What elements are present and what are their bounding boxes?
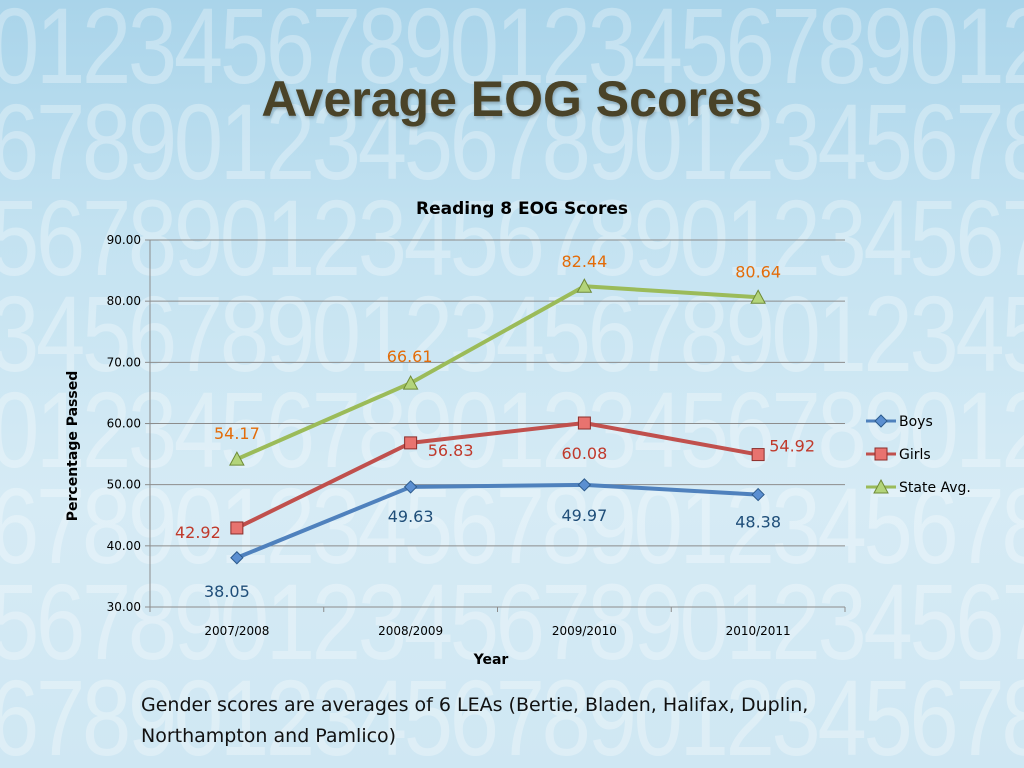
series-line-boys	[236, 482, 759, 560]
x-axis-label: Year	[473, 652, 509, 668]
data-label-girls: 60.08	[561, 444, 607, 463]
y-tick-label: 60.00	[107, 417, 141, 431]
data-label-boys: 49.63	[388, 507, 434, 526]
data-point-girls	[577, 416, 591, 430]
y-tick-label: 80.00	[107, 294, 141, 308]
legend-marker-girls	[874, 447, 888, 461]
series-line-girls	[235, 421, 759, 530]
data-label-boys: 48.38	[735, 513, 781, 532]
data-point-state-avg	[576, 278, 593, 293]
background-digit-row: 6789012345678901234567890	[0, 81, 1024, 202]
slide-title: Average EOG Scores	[261, 71, 763, 127]
y-tick-label: 90.00	[107, 233, 141, 247]
background-digit-row: 6789012345678901234567890	[0, 657, 1024, 768]
data-point-boys	[577, 478, 592, 492]
data-point-state-avg	[402, 375, 419, 390]
background-digit-row: 5678901234567890123456789	[0, 561, 1024, 682]
data-label-state-avg: 54.17	[214, 424, 260, 443]
data-point-girls	[751, 448, 765, 462]
data-label-girls: 56.83	[428, 441, 474, 460]
background-digit-row: 0123456789012345678901234	[0, 0, 1024, 106]
data-point-girls	[230, 521, 244, 535]
legend-label-state-avg: State Avg.	[899, 480, 971, 496]
data-label-girls: 42.92	[175, 523, 221, 542]
data-label-boys: 49.97	[561, 506, 607, 525]
background-digit-row: 5678901234567890123456789	[0, 177, 1024, 298]
background-digit-row: 3456789012345678901234567	[0, 273, 1024, 394]
y-tick-label: 70.00	[107, 355, 141, 369]
data-point-state-avg	[229, 451, 245, 466]
legend-marker-boys	[874, 414, 888, 428]
data-point-boys	[751, 487, 765, 502]
data-label-state-avg: 66.61	[387, 347, 433, 366]
series-line-state-avg	[236, 284, 759, 461]
data-label-state-avg: 80.64	[735, 262, 781, 281]
data-point-boys	[403, 480, 418, 494]
x-tick-label: 2008/2009	[378, 624, 443, 638]
x-tick-label: 2010/2011	[726, 624, 791, 638]
data-label-boys: 38.05	[204, 582, 250, 601]
x-tick-label: 2007/2008	[204, 624, 269, 638]
y-tick-label: 30.00	[107, 600, 141, 614]
background-digit-row: 6789012345678901234567890	[0, 465, 1024, 586]
data-label-state-avg: 82.44	[561, 252, 607, 271]
legend-marker-state-avg	[873, 478, 889, 494]
legend-label-girls: Girls	[899, 447, 931, 463]
x-tick-label: 2009/2010	[552, 624, 617, 638]
chart-title: Reading 8 EOG Scores	[416, 199, 628, 219]
data-point-boys	[230, 551, 244, 565]
slide-caption: Gender scores are averages of 6 LEAs (Be…	[141, 694, 809, 747]
y-tick-label: 50.00	[107, 478, 141, 492]
y-axis-label: Percentage Passed	[65, 371, 81, 521]
data-point-state-avg	[750, 289, 766, 304]
data-point-girls	[404, 436, 418, 450]
legend-label-boys: Boys	[899, 414, 933, 430]
data-label-girls: 54.92	[769, 437, 815, 456]
y-tick-label: 40.00	[107, 539, 141, 553]
